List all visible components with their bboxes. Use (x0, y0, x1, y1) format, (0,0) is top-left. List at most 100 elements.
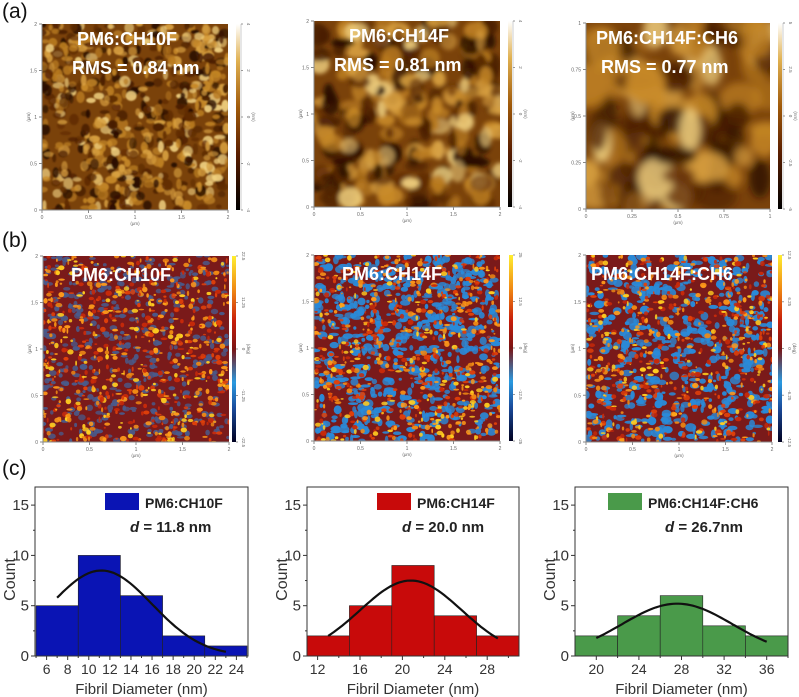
y-tick-label: 1.5 (302, 66, 309, 72)
mean-diameter-annotation: d = 11.8 nm (130, 519, 211, 536)
legend-label: PM6:CH14F:CH6 (648, 495, 759, 511)
y-tick-label: 15 (284, 497, 301, 514)
x-tick-label: 24 (229, 661, 245, 677)
y-tick-label: 1.5 (574, 300, 581, 306)
x-tick-label: 24 (437, 661, 453, 677)
y-tick-label: 0 (578, 207, 581, 213)
x-tick-label: 1 (769, 214, 772, 220)
x-axis-label: Fibril Diameter (nm) (615, 681, 748, 697)
colorbar-unit: (deg) (523, 343, 528, 354)
y-tick-label: 2 (578, 253, 581, 259)
colorbar-tick-label: 2 (518, 66, 523, 69)
colorbar-unit: (deg) (792, 343, 797, 354)
colorbar-unit: (nm) (793, 111, 798, 121)
x-tick-label: 0 (585, 214, 588, 220)
x-axis-unit: (μm) (674, 453, 684, 458)
plot-frame (306, 486, 520, 657)
x-tick-label: 1 (406, 446, 409, 452)
x-tick-label: 1 (406, 212, 409, 218)
rms-label: RMS = 0.81 nm (334, 55, 462, 75)
x-tick-label: 0.25 (627, 214, 637, 220)
y-axis-label: Count (274, 558, 291, 601)
y-tick-label: 0 (306, 439, 309, 445)
colorbar-tick-label: 6.25 (787, 297, 792, 306)
x-tick-label: 10 (81, 661, 97, 677)
sample-label: PM6:CH14F (342, 264, 442, 284)
y-tick-label: 1 (35, 347, 38, 353)
x-tick-label: 0 (42, 447, 45, 453)
colorbar-tick-label: -6.25 (787, 390, 792, 401)
afm-phase-image (43, 256, 229, 442)
colorbar-unit: (nm) (251, 112, 256, 122)
y-tick-label: 1 (306, 112, 309, 118)
x-tick-label: 1 (678, 447, 681, 453)
y-tick-label: 5 (21, 598, 29, 615)
colorbar-tick-label: -4 (246, 208, 251, 212)
y-axis-unit: (μm) (298, 343, 303, 353)
x-tick-label: 0 (41, 215, 44, 221)
y-tick-label: 0 (21, 648, 29, 665)
mean-diameter-annotation: d = 26.7nm (665, 519, 743, 536)
y-tick-label: 0 (561, 648, 569, 665)
colorbar-tick-label: 25 (518, 252, 523, 258)
y-axis-unit: (μm) (298, 109, 303, 119)
afm-height-image (314, 21, 500, 207)
y-tick-label: 0 (35, 440, 38, 446)
rms-label: RMS = 0.77 nm (601, 57, 729, 77)
x-tick-label: 28 (479, 661, 495, 677)
colorbar-tick-label: 0 (518, 347, 523, 350)
histogram-bar (745, 635, 789, 657)
x-tick-label: 22 (208, 661, 224, 677)
y-tick-label: 1 (578, 21, 581, 27)
x-tick-label: 2 (499, 446, 502, 452)
x-tick-label: 1 (134, 215, 137, 221)
histogram-bar (162, 635, 206, 657)
y-tick-label: 10 (284, 547, 301, 564)
y-tick-label: 10 (12, 547, 29, 564)
gaussian-fit-curve (327, 579, 499, 640)
x-tick-label: 0.75 (719, 214, 729, 220)
y-tick-label: 10 (552, 547, 569, 564)
y-tick-label: 0.75 (571, 68, 581, 74)
rms-label: RMS = 0.84 nm (72, 58, 200, 78)
legend-label: PM6:CH10F (145, 495, 223, 511)
colorbar-tick-label: 0 (241, 348, 246, 351)
x-tick-label: 0 (585, 447, 588, 453)
legend-swatch (105, 493, 139, 510)
colorbar (508, 21, 512, 207)
afm-height-panel: 0 0.5 1 1.5 2 0 0.5 1 1.5 2 (μm) (μm) 4 2 0 -2 -4 (nm) PM6… (26, 22, 256, 226)
colorbar-tick-label: -4 (518, 205, 523, 209)
x-tick-label: 0.5 (86, 447, 93, 453)
legend-label: PM6:CH14F (417, 495, 495, 511)
histogram-bar (476, 635, 520, 657)
x-tick-label: 0.5 (357, 446, 364, 452)
colorbar-tick-label: -5 (788, 207, 793, 211)
histogram-bar (35, 605, 79, 657)
x-tick-label: 1.5 (178, 215, 185, 221)
x-tick-label: 18 (165, 661, 181, 677)
x-tick-label: 16 (352, 661, 368, 677)
histogram-bar (306, 635, 350, 657)
sample-label: PM6:CH10F (77, 29, 177, 49)
x-tick-label: 6 (43, 661, 51, 677)
x-tick-label: 1.5 (722, 447, 729, 453)
afm-phase-panel: 0 0.5 1 1.5 2 0 0.5 1 1.5 2 (μm) (μm) 22.5 11.25 0 -11.… (27, 252, 251, 458)
y-tick-label: 0.5 (30, 162, 37, 168)
mean-diameter-annotation: d = 20.0 nm (402, 519, 484, 536)
colorbar-tick-label: 4 (518, 20, 523, 23)
x-tick-label: 16 (144, 661, 160, 677)
x-tick-label: 0.5 (675, 214, 682, 220)
y-tick-label: 5 (561, 598, 569, 615)
afm-phase-image (314, 255, 500, 441)
colorbar-tick-label: -22.5 (241, 437, 246, 448)
sample-label: PM6:CH10F (71, 265, 171, 285)
x-tick-label: 12 (102, 661, 118, 677)
y-tick-label: 1 (34, 115, 37, 121)
histogram-bar (433, 615, 477, 657)
x-tick-label: 0 (313, 212, 316, 218)
afm-height-panel: 0 0.25 0.5 0.75 1 0 0.25 0.5 0.75 1 (μm) (μm) 5 2.5 0 -… (570, 21, 798, 225)
colorbar-tick-label: -2 (246, 161, 251, 165)
legend-swatch (608, 493, 642, 510)
y-tick-label: 2 (34, 22, 37, 28)
sample-label: PM6:CH14F:CH6 (596, 28, 738, 48)
